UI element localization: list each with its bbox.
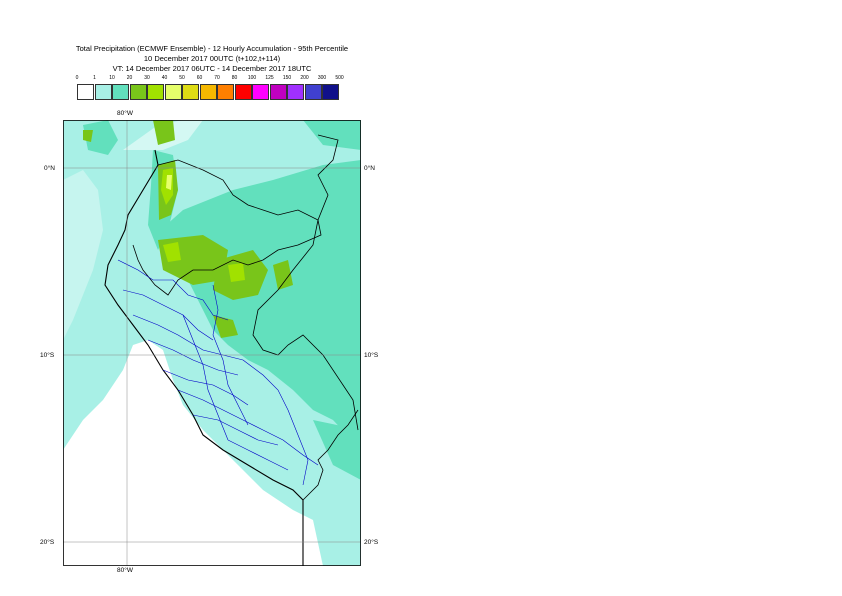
colorbar-tick-label: 30	[144, 75, 150, 81]
colorbar-tick-label: 0	[75, 75, 79, 81]
lat-label-10-left: 10°S	[40, 352, 55, 359]
precipitation-map	[63, 120, 361, 566]
colorbar-swatch	[77, 84, 94, 100]
country-border-bolivia	[302, 409, 359, 501]
colorbar-swatch	[217, 84, 234, 100]
lon-label-bottom: 80°W	[117, 567, 133, 574]
heavy-precip-4	[213, 315, 238, 338]
colorbar-swatch	[164, 84, 182, 100]
lat-label-20-left: 20°S	[40, 539, 55, 546]
heavier-precip-3	[228, 263, 245, 282]
lon-label-top: 80°W	[117, 110, 133, 117]
colorbar-tick-label: 500	[335, 75, 344, 81]
colorbar-tick-label: 150	[282, 75, 292, 81]
colorbar-swatch	[269, 84, 287, 100]
lat-label-0-right: 0°N	[364, 165, 375, 172]
colorbar-swatch	[234, 84, 252, 100]
no-precip-ocean	[63, 340, 323, 566]
colorbar-tick-label: 40	[161, 75, 168, 81]
peak-precip-andes	[166, 175, 172, 190]
medium-precip-north-2	[303, 120, 361, 150]
colorbar-tick-label: 300	[317, 75, 327, 81]
heavy-precip-3	[153, 120, 175, 145]
colorbar-swatch	[322, 84, 339, 100]
colorbar-tick-label: 100	[247, 75, 257, 81]
medium-precip-south	[313, 420, 361, 480]
colorbar-swatch	[112, 84, 129, 100]
colorbar-swatch	[252, 84, 269, 100]
lat-label-10-right: 10°S	[364, 352, 379, 359]
heavier-precip-2	[163, 242, 181, 262]
colorbar-swatch	[182, 84, 199, 100]
medium-precip-north-1	[83, 120, 118, 155]
colorbar-swatch	[287, 84, 304, 100]
medium-precip-amazon	[155, 160, 361, 450]
heavy-precip-6	[83, 130, 93, 142]
colorbar-swatch	[304, 84, 322, 100]
colorbar-swatch	[199, 84, 217, 100]
title-line-2: 10 December 2017 00UTC (t+102,t+114)	[143, 54, 281, 63]
colorbar-tick-label: 200	[300, 75, 309, 81]
colorbar-tick-label: 50	[179, 75, 185, 81]
colorbar-tick-label: 20	[126, 75, 133, 81]
colorbar-tick-label: 125	[265, 75, 274, 81]
colorbar-tick-label: 10	[109, 75, 115, 81]
country-border-ecuador	[132, 159, 322, 296]
no-precip-ocean-2	[63, 170, 103, 340]
map-frame	[63, 120, 361, 566]
colorbar-tick-label: 1	[93, 75, 96, 81]
colorbar-swatch	[129, 84, 147, 100]
colorbar-tick-label: 60	[196, 75, 203, 81]
heavy-precip-5	[273, 260, 293, 290]
colorbar-tick-label: 80	[231, 75, 238, 81]
lat-label-20-right: 20°S	[364, 539, 379, 546]
admin-boundaries	[117, 259, 319, 486]
title-line-1: Total Precipitation (ECMWF Ensemble) - 1…	[75, 44, 349, 53]
title-line-3: VT: 14 December 2017 06UTC - 14 December…	[112, 64, 312, 73]
colorbar-tick-label: 70	[214, 75, 220, 81]
colorbar-swatch	[147, 84, 164, 100]
colorbar-swatch	[94, 84, 112, 100]
lat-label-0-left: 0°N	[44, 165, 55, 172]
